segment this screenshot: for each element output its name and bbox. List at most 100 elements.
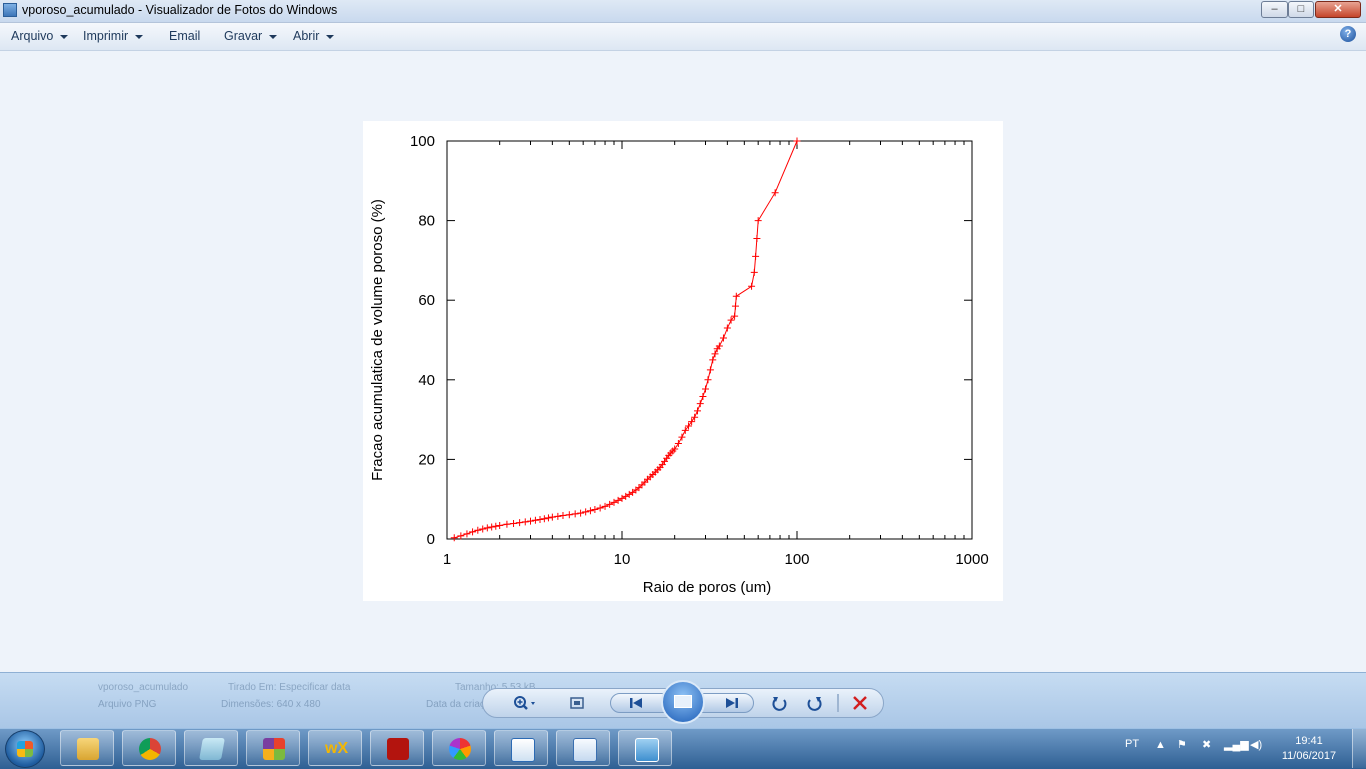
data-point-marker bbox=[457, 532, 465, 540]
show-hidden-icons-icon[interactable]: ▲ bbox=[1155, 739, 1166, 751]
data-point-marker bbox=[496, 521, 504, 529]
info-filename: vporoso_acumulado bbox=[98, 682, 189, 693]
x-tick-label: 1000 bbox=[955, 551, 988, 568]
data-point-marker bbox=[618, 494, 626, 502]
start-button[interactable] bbox=[5, 730, 45, 768]
title-bar: vporoso_acumulado - Visualizador de Foto… bbox=[0, 0, 1366, 23]
data-point-marker bbox=[596, 504, 604, 512]
data-point-marker bbox=[554, 512, 562, 520]
menu-arquivo[interactable]: Arquivo bbox=[11, 29, 69, 43]
document-icon bbox=[573, 738, 597, 762]
show-desktop-button[interactable] bbox=[1352, 729, 1366, 768]
data-point-marker bbox=[586, 507, 594, 515]
chart: 0 20 40 60 80 100 1 10 100 1000 Raio de poros (um… bbox=[369, 133, 989, 596]
displayed-image: 0 20 40 60 80 100 1 10 100 1000 Raio de poros (um… bbox=[363, 121, 1003, 601]
data-point-marker bbox=[704, 376, 712, 384]
data-point-marker bbox=[510, 519, 518, 527]
x-tick-label: 10 bbox=[614, 551, 631, 568]
action-center-flag-icon[interactable]: ⚑ bbox=[1177, 739, 1187, 751]
next-icon[interactable] bbox=[717, 689, 747, 717]
data-point-marker bbox=[488, 523, 496, 531]
taskbar-windows-explorer[interactable] bbox=[60, 730, 114, 766]
data-point-marker bbox=[606, 500, 614, 508]
network-icon[interactable]: ✖ bbox=[1202, 739, 1212, 751]
data-point-marker bbox=[685, 422, 693, 430]
taskbar-word-document[interactable] bbox=[556, 730, 610, 766]
info-date-taken: Tirado Em: Especificar data bbox=[228, 682, 351, 693]
delete-icon[interactable] bbox=[845, 689, 875, 717]
plot-frame bbox=[446, 140, 973, 540]
data-point-marker bbox=[531, 516, 539, 524]
rotate-clockwise-icon[interactable] bbox=[801, 689, 827, 717]
data-point-marker bbox=[727, 316, 735, 324]
taskbar-adobe-acrobat[interactable] bbox=[370, 730, 424, 766]
series-line bbox=[454, 140, 798, 539]
data-point-marker bbox=[750, 268, 758, 276]
slideshow-icon bbox=[674, 695, 692, 708]
menu-imprimir[interactable]: Imprimir bbox=[83, 29, 144, 43]
data-point-marker bbox=[754, 217, 762, 225]
menu-email[interactable]: Email bbox=[169, 29, 201, 43]
data-point-marker bbox=[699, 393, 707, 401]
signal-icon[interactable]: ▂▄▆ bbox=[1224, 739, 1249, 751]
data-point-marker bbox=[731, 302, 739, 310]
chevron-down-icon bbox=[60, 34, 69, 39]
chevron-down-icon bbox=[135, 34, 144, 39]
data-point-marker bbox=[706, 366, 714, 374]
data-point-marker bbox=[681, 426, 689, 434]
y-tick-label: 80 bbox=[418, 213, 435, 230]
taskbar-wxmaxima[interactable]: wX bbox=[308, 730, 362, 766]
help-icon[interactable]: ? bbox=[1340, 26, 1356, 42]
info-size: Tamanho: 5,53 kB bbox=[455, 682, 536, 693]
data-point-marker bbox=[753, 235, 761, 243]
data-point-marker bbox=[748, 282, 756, 290]
data-point-marker bbox=[719, 334, 727, 342]
clock-time: 19:41 bbox=[1295, 735, 1323, 747]
x-axis-label: Raio de poros (um) bbox=[643, 579, 771, 596]
data-point-marker bbox=[516, 519, 524, 527]
wordpad-icon bbox=[511, 738, 535, 762]
data-point-marker bbox=[536, 515, 544, 523]
clock-date: 11/06/2017 bbox=[1281, 750, 1337, 762]
data-point-marker bbox=[483, 524, 491, 532]
data-point-marker bbox=[601, 502, 609, 510]
chevron-down-icon bbox=[326, 34, 335, 39]
language-indicator[interactable]: PT bbox=[1125, 738, 1140, 750]
data-point-marker bbox=[696, 400, 704, 408]
data-point-marker bbox=[691, 413, 699, 421]
fit-window-icon[interactable] bbox=[565, 689, 589, 717]
data-point-marker bbox=[479, 525, 487, 533]
y-tick-label: 40 bbox=[418, 372, 435, 389]
taskbar-notepad[interactable] bbox=[184, 730, 238, 766]
data-point-marker bbox=[492, 522, 500, 530]
rotate-counterclockwise-icon[interactable] bbox=[767, 689, 793, 717]
minimize-button[interactable]: – bbox=[1261, 1, 1288, 18]
windows-logo-icon bbox=[17, 741, 33, 757]
volume-icon[interactable]: ◀) bbox=[1250, 739, 1263, 751]
data-point-marker bbox=[678, 433, 686, 441]
slideshow-button[interactable] bbox=[661, 680, 705, 724]
y-axis-label: Fracao acumulatica de volume poroso (%) bbox=[369, 199, 386, 481]
taskbar-wordpad[interactable] bbox=[494, 730, 548, 766]
x-tick-label: 1 bbox=[443, 551, 451, 568]
taskbar bbox=[0, 728, 1366, 769]
close-button[interactable]: ✕ bbox=[1315, 1, 1361, 18]
previous-icon[interactable] bbox=[621, 689, 651, 717]
data-point-marker bbox=[723, 324, 731, 332]
menu-abrir[interactable]: Abrir bbox=[293, 29, 335, 43]
y-tick-label: 60 bbox=[418, 292, 435, 309]
zoom-icon[interactable] bbox=[507, 689, 541, 717]
clock[interactable]: 19:41 11/06/2017 bbox=[1268, 734, 1350, 764]
data-point-marker bbox=[591, 506, 599, 514]
menu-gravar[interactable]: Gravar bbox=[224, 29, 278, 43]
office-icon bbox=[263, 738, 285, 760]
taskbar-picasa[interactable] bbox=[432, 730, 486, 766]
data-point-marker bbox=[503, 520, 511, 528]
data-point-marker bbox=[622, 492, 630, 500]
data-point-marker bbox=[715, 342, 723, 350]
maximize-button[interactable]: □ bbox=[1288, 1, 1314, 18]
taskbar-google-chrome[interactable] bbox=[122, 730, 176, 766]
info-filetype: Arquivo PNG bbox=[98, 699, 157, 710]
taskbar-microsoft-office[interactable] bbox=[246, 730, 300, 766]
taskbar-windows-photo-viewer[interactable] bbox=[618, 730, 672, 766]
